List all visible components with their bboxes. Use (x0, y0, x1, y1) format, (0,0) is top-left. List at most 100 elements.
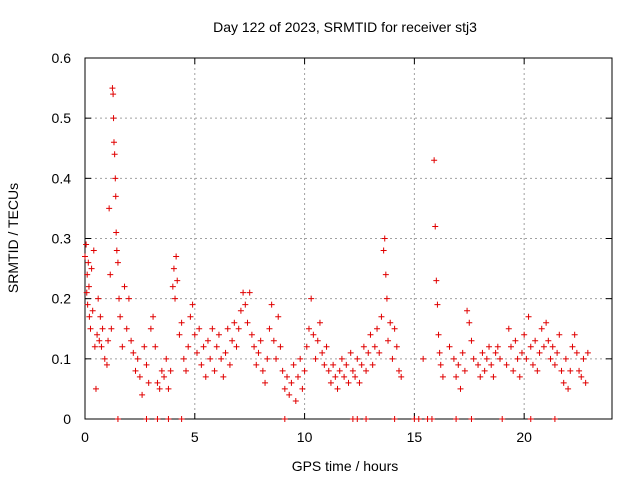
data-point (222, 349, 229, 356)
x-tick-label: 20 (516, 429, 532, 445)
data-point (391, 325, 398, 332)
data-point (111, 151, 118, 158)
data-point (132, 367, 139, 374)
data-point (428, 416, 435, 422)
data-point (457, 385, 464, 392)
data-point (270, 337, 277, 344)
y-tick-label: 0.3 (52, 231, 72, 247)
data-point (461, 367, 468, 374)
data-point (503, 361, 510, 368)
data-point (540, 343, 547, 350)
data-point (196, 325, 203, 332)
data-point (365, 349, 372, 356)
data-point (316, 319, 323, 326)
data-point (499, 416, 506, 422)
y-tick-label: 0 (63, 411, 71, 427)
data-point (319, 349, 326, 356)
data-point (488, 361, 495, 368)
data-point (490, 373, 497, 380)
data-point (154, 416, 161, 422)
data-point (156, 385, 163, 392)
data-point (88, 265, 95, 272)
data-point (294, 373, 301, 380)
x-tick-label: 0 (81, 429, 89, 445)
data-point (143, 416, 150, 422)
data-point (545, 337, 552, 344)
data-point (338, 355, 345, 362)
data-point (253, 361, 260, 368)
data-point (281, 385, 288, 392)
data-point (459, 349, 466, 356)
data-point (119, 343, 126, 350)
data-point (314, 337, 321, 344)
data-point (220, 373, 227, 380)
data-point (255, 349, 262, 356)
data-point (434, 301, 441, 308)
data-point (121, 283, 128, 290)
data-point (527, 416, 534, 422)
data-point (518, 349, 525, 356)
data-point (330, 361, 337, 368)
data-point (200, 343, 207, 350)
data-point (360, 343, 367, 350)
data-point (180, 355, 187, 362)
data-point (209, 325, 216, 332)
data-point (538, 325, 545, 332)
data-point (229, 337, 236, 344)
data-point (262, 379, 269, 386)
data-point (84, 301, 91, 308)
y-tick-label: 0.5 (52, 110, 72, 126)
y-tick-label: 0.4 (52, 170, 72, 186)
data-point (529, 361, 536, 368)
data-point (439, 373, 446, 380)
data-point (89, 307, 96, 314)
data-point (92, 385, 99, 392)
data-point (213, 343, 220, 350)
data-point (521, 331, 528, 338)
data-point (244, 319, 251, 326)
data-point (432, 223, 439, 230)
data-point (165, 416, 172, 422)
data-point (84, 271, 91, 278)
data-point (110, 115, 117, 122)
data-point (349, 367, 356, 374)
data-point (193, 349, 200, 356)
data-point (112, 175, 119, 182)
data-point (297, 355, 304, 362)
data-point (240, 289, 247, 296)
data-point (420, 355, 427, 362)
data-point (167, 367, 174, 374)
data-point (163, 355, 170, 362)
data-point (189, 301, 196, 308)
data-point (277, 343, 284, 350)
data-point (497, 355, 504, 362)
data-point (367, 331, 374, 338)
data-point (345, 379, 352, 386)
x-axis-label: GPS time / hours (292, 458, 399, 474)
data-point (165, 385, 172, 392)
data-point (562, 355, 569, 362)
data-point (554, 349, 561, 356)
data-point (369, 361, 376, 368)
data-point (551, 416, 558, 422)
data-point (532, 337, 539, 344)
data-point (279, 367, 286, 374)
data-point (106, 205, 113, 212)
data-point (136, 373, 143, 380)
data-point (569, 343, 576, 350)
data-point (103, 361, 110, 368)
data-point (371, 343, 378, 350)
data-point (378, 313, 385, 320)
data-point (525, 313, 532, 320)
data-point (398, 373, 405, 380)
data-point (299, 385, 306, 392)
data-point (85, 259, 92, 266)
data-point (178, 416, 185, 422)
data-point (113, 229, 120, 236)
data-point (580, 355, 587, 362)
data-point (374, 325, 381, 332)
data-point (558, 367, 565, 374)
data-point (312, 355, 319, 362)
data-point (547, 355, 554, 362)
x-tick-label: 10 (297, 429, 313, 445)
